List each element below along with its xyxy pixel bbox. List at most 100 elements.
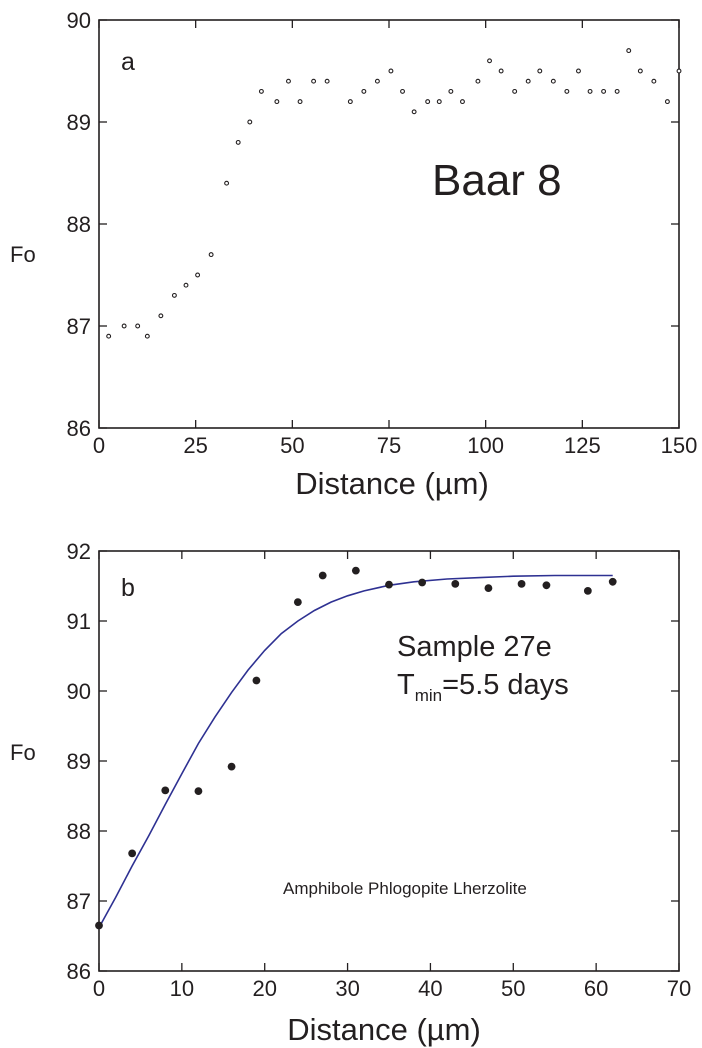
data-point [135,323,141,329]
data-point [161,786,170,795]
data-point [388,68,394,74]
x-tick-label: 30 [335,976,359,1001]
y-tick-label: 89 [67,749,91,774]
data-point [512,88,518,94]
plot-frame [98,550,680,972]
data-point [564,88,570,94]
data-point [418,578,427,587]
data-point [293,598,302,606]
data-point [297,99,303,105]
data-point [576,68,581,74]
data-point [498,68,504,74]
data-point [258,88,264,94]
rock-type-caption: Amphibole Phlogopite Lherzolite [283,879,527,898]
y-tick-label: 88 [67,819,91,844]
data-point [227,762,236,771]
axis-ticks: 0 10 20 30 40 50 60 70 86 87 88 89 90 91 92 [67,539,692,1001]
data-point [171,292,177,298]
y-tick-label: 90 [67,679,91,704]
data-point [144,333,150,339]
x-tick-label: 25 [183,433,207,458]
y-tick-label: 90 [67,8,91,33]
data-point [385,580,393,589]
x-tick-label: 20 [252,976,276,1001]
data-point [252,676,261,685]
data-point [460,99,465,105]
duration-symbol: T [397,669,415,701]
data-point [183,282,189,288]
y-tick-label: 92 [67,539,91,564]
x-tick-label: 40 [418,976,442,1001]
duration-value: =5.5 days [442,669,569,701]
data-point [637,68,643,74]
data-point [448,88,454,94]
panel-label: b [121,574,135,602]
y-axis-title: Fo [10,740,36,765]
data-point [583,587,592,595]
data-point [128,849,137,858]
data-point [484,584,493,592]
chart-panel-a: 0 25 50 75 100 125 150 86 87 88 89 90 a Baar 8 Fo D… [10,8,697,501]
y-tick-label: 86 [67,959,91,984]
plot-frame [98,19,680,429]
data-point [318,571,327,580]
x-tick-label: 125 [564,433,601,458]
y-tick-label: 86 [67,416,91,441]
data-point [247,119,253,125]
data-points [95,566,617,930]
data-point [194,787,203,795]
data-point [411,109,417,115]
data-point [374,78,380,84]
data-point [425,99,431,105]
data-point [542,581,551,590]
data-point [676,68,682,74]
data-point [95,921,103,930]
data-point [324,78,330,84]
x-tick-label: 150 [661,433,698,458]
data-point [347,99,353,105]
data-point [224,180,230,186]
data-point [436,99,442,105]
data-point [274,99,280,105]
x-axis-title: Distance (µm) [287,1012,481,1047]
data-point [587,88,593,94]
data-point [158,313,164,319]
sample-annotation: Baar 8 [432,156,562,205]
x-tick-label: 50 [280,433,304,458]
x-tick-label: 70 [667,976,691,1001]
panel-label: a [121,48,135,76]
y-tick-label: 88 [67,212,91,237]
y-tick-label: 91 [67,609,91,634]
x-tick-label: 60 [584,976,608,1001]
sample-annotation: Sample 27e [397,631,552,663]
data-point [208,252,214,258]
duration-subscript: min [415,686,442,705]
x-tick-label: 10 [170,976,194,1001]
x-tick-label: 0 [93,976,105,1001]
data-point [235,139,241,145]
data-point [195,272,201,278]
data-point [525,78,531,84]
data-point [487,58,492,64]
data-points [106,48,682,339]
x-tick-label: 75 [377,433,401,458]
data-point [286,78,291,84]
data-point [651,78,657,84]
data-point [400,88,405,94]
data-point [537,68,543,74]
x-tick-label: 100 [467,433,504,458]
y-tick-label: 87 [67,889,91,914]
y-axis-title: Fo [10,242,36,267]
fit-curve [98,574,613,928]
data-point [614,88,620,94]
y-tick-label: 89 [67,110,91,135]
data-point [351,566,360,575]
data-point [451,580,460,588]
data-point [517,580,526,588]
data-point [550,78,556,84]
data-point [601,88,607,94]
data-point [106,333,112,339]
data-point [361,88,367,94]
data-point [664,99,670,105]
